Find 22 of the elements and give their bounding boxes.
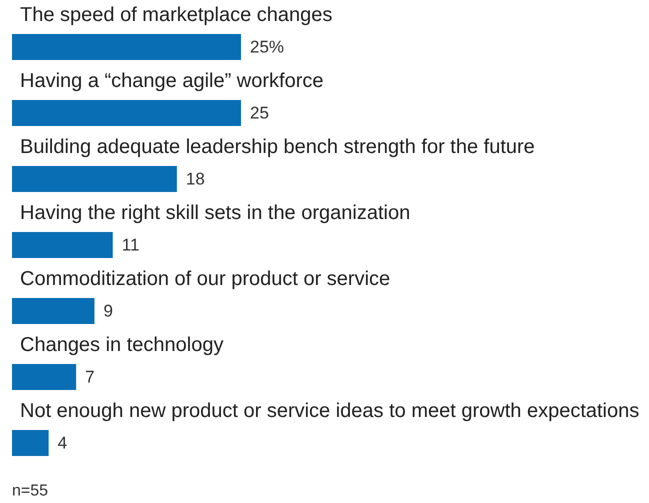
data-label: 9 xyxy=(103,302,113,320)
bar xyxy=(12,232,113,258)
text: n=55 xyxy=(12,482,48,500)
y-tick-label: Commoditization of our product or service xyxy=(20,268,390,290)
data-label: 18 xyxy=(186,170,205,188)
y-tick-label: Having the right skill sets in the organization xyxy=(20,202,410,224)
y-tick-label: Not enough new product or service ideas to meet growth expectations xyxy=(20,400,640,422)
data-label: 11 xyxy=(122,236,140,254)
y-tick-label: Building adequate leadership bench strength for the future xyxy=(20,136,535,158)
bar xyxy=(12,364,76,390)
bar xyxy=(12,166,177,192)
data-label: 4 xyxy=(58,434,68,452)
data-label: 25% xyxy=(250,38,284,56)
y-tick-label: Changes in technology xyxy=(20,334,224,356)
data-label: 25 xyxy=(250,104,269,122)
bar xyxy=(12,430,49,456)
bar xyxy=(12,100,241,126)
bar xyxy=(12,298,94,324)
data-label: 7 xyxy=(85,368,95,386)
y-tick-label: The speed of marketplace changes xyxy=(20,4,332,26)
bar xyxy=(12,34,241,60)
y-tick-label: Having a “change agile” workforce xyxy=(20,70,324,92)
